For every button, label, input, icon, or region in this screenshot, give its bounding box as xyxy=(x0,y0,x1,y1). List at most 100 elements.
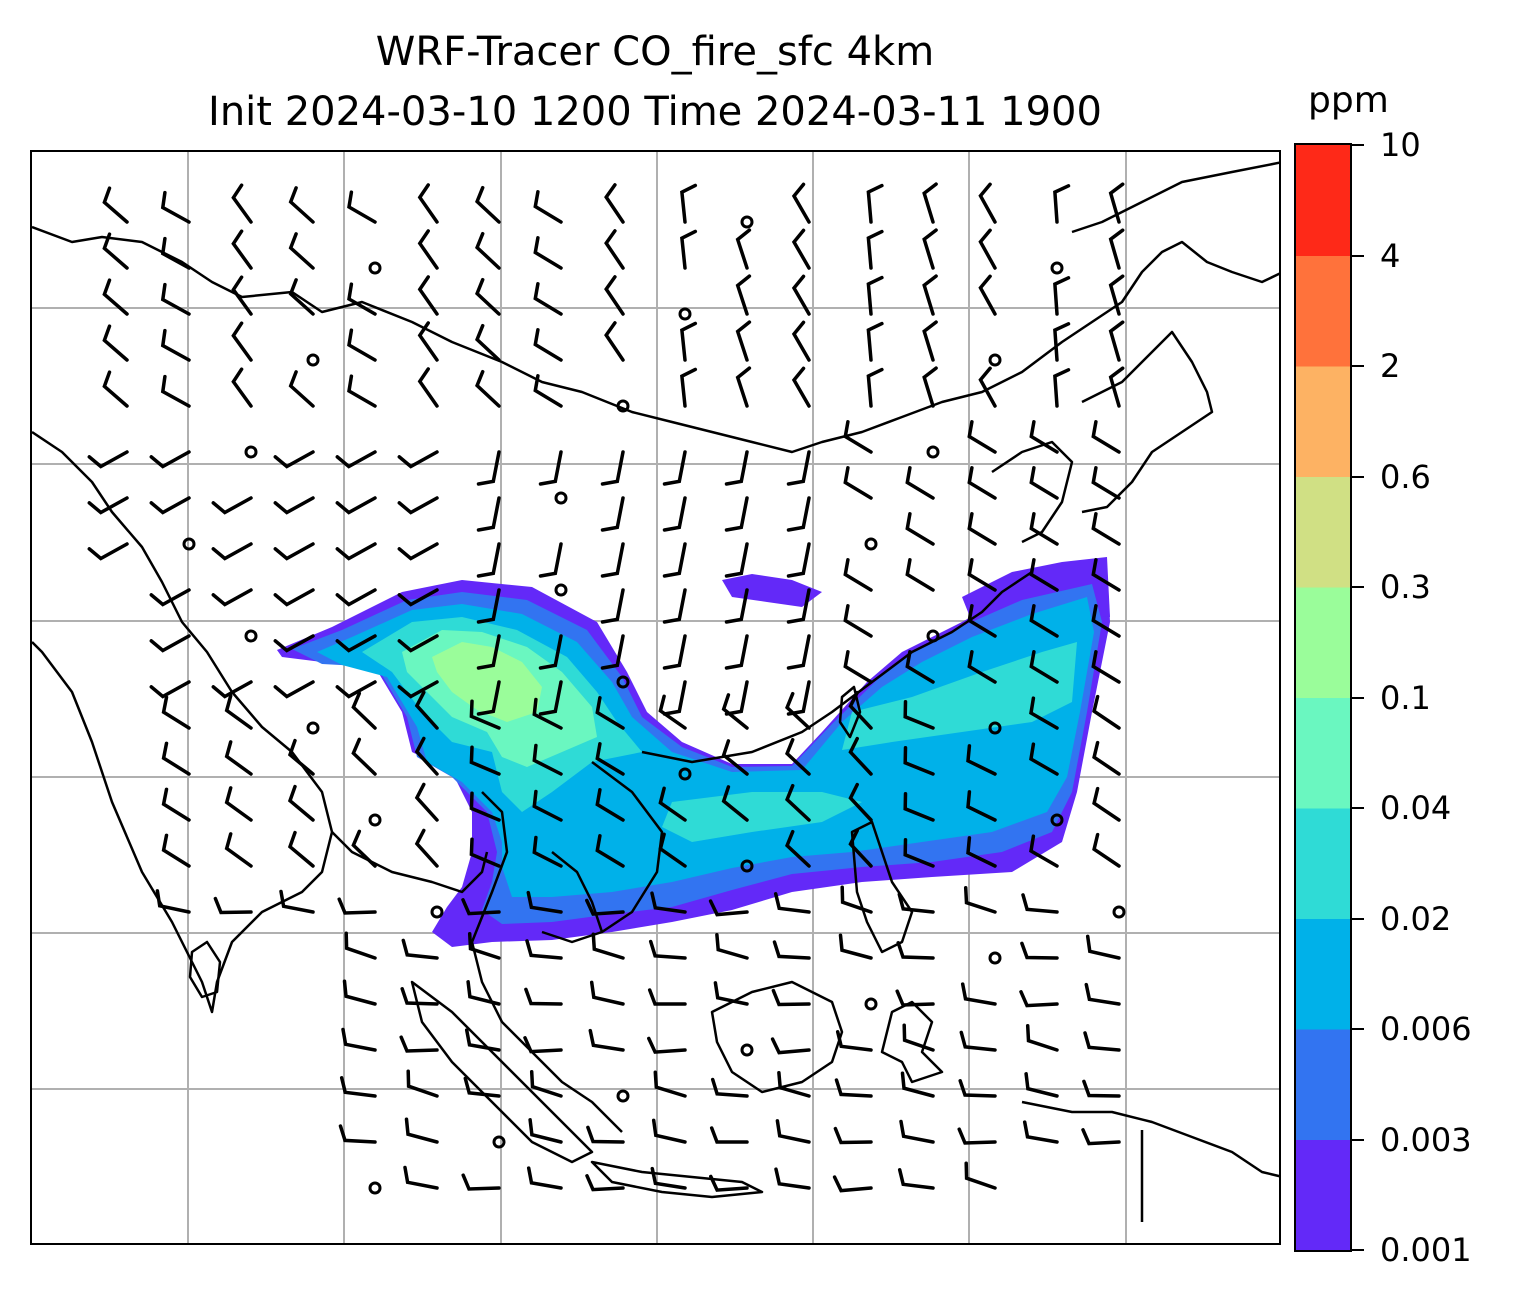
wind-barb xyxy=(397,588,439,607)
wind-barb xyxy=(777,1071,811,1098)
wind-barb xyxy=(899,1119,935,1144)
wind-barb xyxy=(1020,941,1059,960)
wind-barb xyxy=(538,450,563,486)
wind-barb xyxy=(595,742,625,776)
wind-barb xyxy=(650,891,687,914)
wind-barb xyxy=(724,634,749,670)
wind-barb xyxy=(335,450,377,469)
wind-barb xyxy=(897,892,935,914)
colorbar-tick-label: 0.02 xyxy=(1380,899,1452,938)
coastline-sumatra xyxy=(410,980,594,1164)
wind-barb xyxy=(786,634,811,670)
wind-barb xyxy=(461,1173,501,1191)
wind-barb xyxy=(288,232,315,270)
wind-barb xyxy=(533,374,563,408)
wind-barb xyxy=(347,374,377,408)
coastline-newguinea xyxy=(1021,1100,1279,1178)
co-plume-fill xyxy=(277,557,1110,947)
wind-barb xyxy=(463,1076,501,1098)
wind-barb xyxy=(848,828,873,868)
wind-barb xyxy=(1029,834,1059,868)
wind-barb xyxy=(900,1071,935,1098)
colorbar-unit: ppm xyxy=(1308,80,1389,121)
wind-barb xyxy=(342,979,377,1006)
wind-barb xyxy=(1091,604,1121,638)
wind-barb xyxy=(149,588,191,607)
wind-barb xyxy=(161,833,191,868)
wind-barb xyxy=(895,989,935,1007)
wind-barb xyxy=(1021,893,1059,914)
wind-barb xyxy=(922,228,938,270)
plume-level4c xyxy=(662,792,862,842)
wind-barb xyxy=(833,1126,873,1145)
wind-barb xyxy=(149,496,191,515)
calm-wind-marker xyxy=(306,353,320,367)
wind-barb xyxy=(662,634,687,670)
wind-barb xyxy=(1022,1120,1059,1144)
calm-wind-marker xyxy=(1050,813,1064,827)
wind-barb xyxy=(648,939,687,960)
wind-barb xyxy=(401,938,439,960)
wind-barb xyxy=(406,1069,439,1098)
calm-wind-marker xyxy=(616,1089,630,1103)
wind-barb xyxy=(600,634,625,670)
map-canvas xyxy=(32,152,1279,1243)
wind-barb xyxy=(160,282,191,316)
wind-barb xyxy=(161,741,191,776)
wind-barb xyxy=(397,450,439,469)
wind-barb xyxy=(1029,558,1059,592)
wind-barb xyxy=(351,737,377,776)
wind-barb xyxy=(155,889,191,914)
wind-barb xyxy=(476,680,501,716)
wind-barb xyxy=(1108,228,1125,270)
wind-barb xyxy=(866,183,884,224)
coastline-philippines xyxy=(850,820,914,954)
wind-barb xyxy=(585,898,625,916)
wind-barb xyxy=(785,783,811,822)
wind-barb xyxy=(231,321,253,362)
wind-barb xyxy=(335,588,377,607)
wind-barb xyxy=(595,788,625,822)
wind-barb xyxy=(1029,512,1059,546)
wind-barb xyxy=(1092,740,1121,776)
wind-barb xyxy=(978,366,997,408)
wind-barb xyxy=(662,680,687,716)
wind-barb xyxy=(1091,420,1121,454)
wind-barb xyxy=(403,1165,439,1190)
wind-barb xyxy=(211,542,253,561)
wind-barb xyxy=(791,228,811,270)
colorbar-swatch xyxy=(1296,145,1350,256)
wind-barb xyxy=(786,588,811,624)
wind-barb xyxy=(464,1028,501,1052)
wind-barb xyxy=(1092,694,1121,730)
wind-barb xyxy=(351,691,377,730)
coastline-korea xyxy=(991,440,1074,544)
wind-barb xyxy=(476,496,501,532)
wind-barb xyxy=(1108,182,1125,224)
wind-barb xyxy=(724,588,749,624)
wind-barb xyxy=(529,1069,563,1098)
colorbar-tick-label: 0.04 xyxy=(1380,789,1452,827)
colorbar-swatch xyxy=(1296,697,1350,809)
wind-barb xyxy=(417,183,439,224)
coastline-borneo xyxy=(710,980,844,1094)
wind-barb xyxy=(922,182,938,224)
wind-barb xyxy=(1108,366,1125,408)
wind-barb xyxy=(724,496,749,532)
coastline-gulf xyxy=(551,851,604,933)
wind-barb xyxy=(680,183,698,224)
colorbar xyxy=(1294,143,1352,1252)
wind-barb xyxy=(400,987,439,1006)
wind-barb xyxy=(966,790,997,822)
calm-wind-marker xyxy=(926,629,940,643)
colorbar-tick-mark xyxy=(1352,1138,1364,1141)
wind-barb xyxy=(591,932,625,960)
wind-barb xyxy=(735,320,752,362)
wind-barb xyxy=(586,1125,625,1144)
wind-barb xyxy=(461,898,501,916)
wind-barb xyxy=(347,328,377,362)
calm-wind-marker xyxy=(988,353,1002,367)
wind-barb xyxy=(662,450,687,486)
colorbar-swatch xyxy=(1296,476,1350,588)
wind-barb xyxy=(1053,322,1071,362)
